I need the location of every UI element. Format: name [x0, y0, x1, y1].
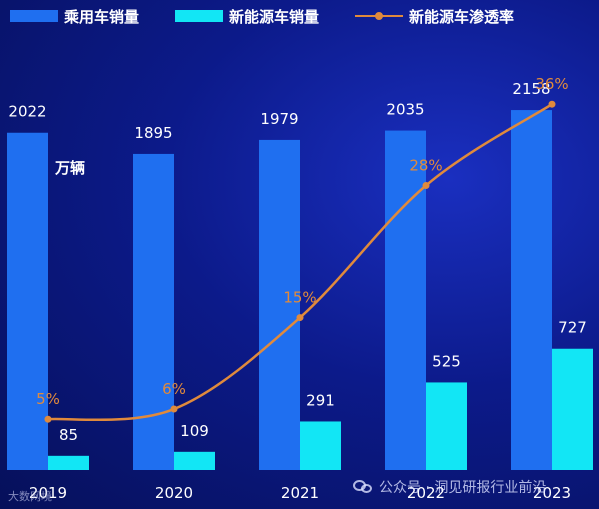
passenger-bar-2022 [385, 130, 426, 470]
x-tick-2020: 2020 [155, 484, 193, 502]
legend-item-rate: 新能源车渗透率 [355, 4, 514, 28]
x-tick-2021: 2021 [281, 484, 319, 502]
passenger-bar-2020 [133, 153, 174, 471]
rate-label-2020: 6% [162, 380, 186, 398]
x-tick-2023: 2023 [533, 484, 571, 502]
rate-line-group [44, 100, 556, 423]
legend-item-passenger: 乘用车销量 [10, 4, 139, 28]
passenger-label-2023: 2158 [512, 80, 550, 98]
passenger-label-2020: 1895 [134, 124, 172, 142]
rate-point-2022 [422, 181, 430, 189]
rate-label-2019: 5% [36, 390, 60, 408]
nev-label-2021: 291 [306, 391, 335, 409]
x-axis-ticks: 2019 2020 2021 2022 2023 [29, 484, 571, 502]
passenger-bar-2023 [511, 110, 552, 470]
rate-label-2023: 36% [535, 75, 568, 93]
legend-swatch-nev [175, 10, 223, 22]
legend-swatch-rate [355, 10, 403, 22]
watermark-text: 公众号 · 洞见研报行业前沿 [379, 480, 547, 496]
nev-bar-2019 [48, 455, 89, 470]
legend-label-nev: 新能源车销量 [229, 7, 320, 26]
rate-point-2019 [44, 415, 52, 423]
passenger-label-2021: 1979 [260, 110, 298, 128]
rate-label-2021: 15% [283, 289, 316, 307]
legend-swatch-passenger [10, 10, 58, 22]
nev-bars [48, 348, 593, 470]
x-tick-2022: 2022 [407, 484, 445, 502]
passenger-bar-2021 [259, 139, 300, 471]
passenger-bar-2019 [7, 132, 48, 470]
nev-label-2020: 109 [180, 422, 209, 440]
legend: 乘用车销量 新能源车销量 新能源车渗透率 [0, 4, 599, 28]
nev-label-2022: 525 [432, 352, 461, 370]
rate-point-2023 [548, 100, 556, 108]
rate-point-2020 [170, 405, 178, 413]
nev-bar-2020 [174, 451, 215, 470]
nev-bar-2023 [552, 348, 593, 470]
legend-label-passenger: 乘用车销量 [64, 7, 140, 26]
nev-bar-2022 [426, 382, 467, 470]
watermark: 公众号 · 洞见研报行业前沿 [353, 476, 546, 498]
legend-item-nev: 新能源车销量 [175, 4, 319, 28]
data-labels: 2022 85 1895 109 1979 291 2035 525 2158 727 5% 6% 15… [8, 75, 586, 444]
rate-label-2022: 28% [409, 156, 442, 174]
logo-watermark: 大数网境 [8, 490, 52, 503]
passenger-label-2019: 2022 [8, 103, 46, 121]
passenger-bars [7, 110, 552, 471]
passenger-label-2022: 2035 [386, 101, 424, 119]
x-tick-2019: 2019 [29, 484, 67, 502]
nev-label-2019: 85 [59, 426, 78, 444]
wechat-icon [353, 479, 373, 495]
rate-point-2021 [296, 314, 304, 322]
nev-bar-2021 [300, 421, 341, 470]
nev-label-2023: 727 [558, 319, 587, 337]
legend-label-rate: 新能源车渗透率 [409, 7, 515, 26]
